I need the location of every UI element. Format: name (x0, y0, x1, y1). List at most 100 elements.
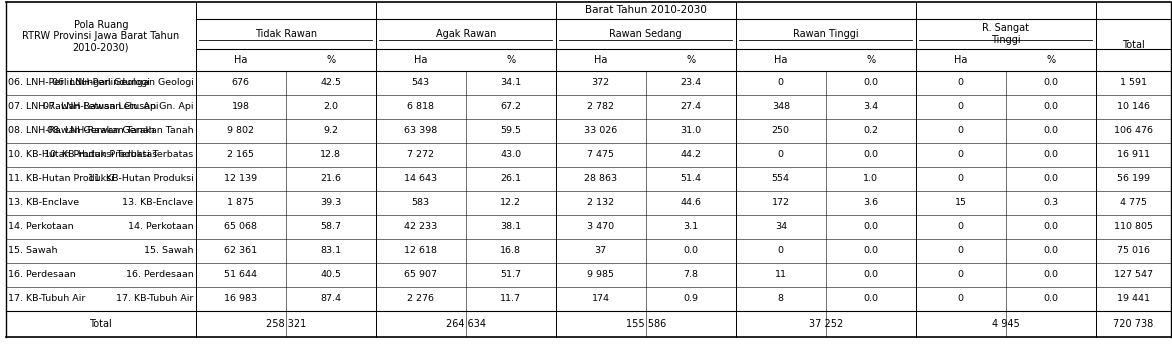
Text: 16. Perdesaan: 16. Perdesaan (8, 270, 76, 279)
Text: 65 907: 65 907 (404, 270, 437, 279)
Text: 39.3: 39.3 (320, 198, 341, 207)
Text: 08. LNH-Rawan Gerakan Tanah: 08. LNH-Rawan Gerakan Tanah (8, 126, 155, 135)
Text: %: % (687, 55, 695, 65)
Text: Total: Total (89, 319, 113, 329)
Text: 0.0: 0.0 (683, 246, 699, 255)
Text: 0.0: 0.0 (1043, 270, 1058, 279)
Text: 0.0: 0.0 (1043, 174, 1058, 183)
Text: 2 276: 2 276 (407, 294, 435, 303)
Text: 19 441: 19 441 (1117, 294, 1150, 303)
Text: %: % (506, 55, 516, 65)
Text: 0.2: 0.2 (864, 126, 878, 135)
Text: 720 738: 720 738 (1113, 319, 1153, 329)
Text: 0.0: 0.0 (864, 270, 878, 279)
Text: 51 644: 51 644 (224, 270, 257, 279)
Text: 0: 0 (778, 78, 784, 87)
Text: 0.3: 0.3 (1043, 198, 1058, 207)
Text: Ha: Ha (594, 55, 607, 65)
Text: 11: 11 (775, 270, 786, 279)
Text: 3 470: 3 470 (587, 222, 614, 231)
Text: 0: 0 (778, 246, 784, 255)
Text: 34.1: 34.1 (500, 78, 522, 87)
Text: 372: 372 (592, 78, 609, 87)
Text: 14. Perkotaan: 14. Perkotaan (8, 222, 74, 231)
Text: 0: 0 (958, 126, 963, 135)
Text: 258 321: 258 321 (266, 319, 306, 329)
Text: 14. Perkotaan: 14. Perkotaan (128, 222, 193, 231)
Text: 264 634: 264 634 (445, 319, 485, 329)
Text: 16 983: 16 983 (224, 294, 258, 303)
Text: 7 475: 7 475 (587, 150, 614, 159)
Text: 7.8: 7.8 (683, 270, 699, 279)
Text: 44.6: 44.6 (680, 198, 701, 207)
Text: 83.1: 83.1 (320, 246, 341, 255)
Text: 155 586: 155 586 (626, 319, 666, 329)
Text: 0.0: 0.0 (1043, 150, 1058, 159)
Text: 0.0: 0.0 (1043, 222, 1058, 231)
Text: 106 476: 106 476 (1113, 126, 1153, 135)
Text: 348: 348 (771, 102, 790, 111)
Text: 38.1: 38.1 (500, 222, 522, 231)
Text: 12 139: 12 139 (224, 174, 258, 183)
Text: 16.8: 16.8 (500, 246, 522, 255)
Text: 34: 34 (775, 222, 786, 231)
Text: Rawan Sedang: Rawan Sedang (609, 29, 682, 39)
Text: R. Sangat
Tinggi: R. Sangat Tinggi (982, 23, 1029, 45)
Text: 0.0: 0.0 (864, 246, 878, 255)
Text: 67.2: 67.2 (500, 102, 522, 111)
Text: 554: 554 (772, 174, 790, 183)
Text: 8: 8 (778, 294, 784, 303)
Text: 4 945: 4 945 (992, 319, 1020, 329)
Text: 0: 0 (958, 102, 963, 111)
Text: 0: 0 (958, 222, 963, 231)
Text: 127 547: 127 547 (1113, 270, 1153, 279)
Text: Ha: Ha (414, 55, 428, 65)
Text: 13. KB-Enclave: 13. KB-Enclave (122, 198, 193, 207)
Text: 56 199: 56 199 (1117, 174, 1150, 183)
Text: 16 911: 16 911 (1117, 150, 1150, 159)
Text: 0.0: 0.0 (864, 78, 878, 87)
Text: 583: 583 (411, 198, 430, 207)
Text: 1 875: 1 875 (227, 198, 254, 207)
Text: 676: 676 (232, 78, 250, 87)
Text: 17. KB-Tubuh Air: 17. KB-Tubuh Air (116, 294, 193, 303)
Text: 4 775: 4 775 (1119, 198, 1147, 207)
Text: 42.5: 42.5 (320, 78, 341, 87)
Text: 2 782: 2 782 (587, 102, 614, 111)
Text: 27.4: 27.4 (680, 102, 701, 111)
Text: 11. KB-Hutan Produksi: 11. KB-Hutan Produksi (8, 174, 114, 183)
Text: %: % (866, 55, 875, 65)
Text: Agak Rawan: Agak Rawan (436, 29, 496, 39)
Text: 13. KB-Enclave: 13. KB-Enclave (8, 198, 80, 207)
Text: Rawan Tinggi: Rawan Tinggi (793, 29, 859, 39)
Text: Total: Total (1122, 40, 1145, 50)
Text: 33 026: 33 026 (584, 126, 618, 135)
Text: 0.0: 0.0 (1043, 78, 1058, 87)
Text: 15. Sawah: 15. Sawah (144, 246, 193, 255)
Text: 12 618: 12 618 (404, 246, 437, 255)
Text: 11. KB-Hutan Produksi: 11. KB-Hutan Produksi (88, 174, 193, 183)
Text: Ha: Ha (234, 55, 247, 65)
Text: 51.4: 51.4 (680, 174, 701, 183)
Text: 58.7: 58.7 (320, 222, 341, 231)
Text: 110 805: 110 805 (1113, 222, 1153, 231)
Text: 9 802: 9 802 (227, 126, 254, 135)
Text: 3.4: 3.4 (864, 102, 878, 111)
Text: 10. KB-Hutan Produksi Terbatas: 10. KB-Hutan Produksi Terbatas (8, 150, 157, 159)
Text: 26.1: 26.1 (500, 174, 522, 183)
Text: 1.0: 1.0 (864, 174, 878, 183)
Text: 0: 0 (958, 294, 963, 303)
Text: 2.0: 2.0 (323, 102, 339, 111)
Text: 10. KB-Hutan Produksi Terbatas: 10. KB-Hutan Produksi Terbatas (45, 150, 193, 159)
Text: 06. LNH-Perlindungan Geologi: 06. LNH-Perlindungan Geologi (8, 78, 150, 87)
Text: 37: 37 (594, 246, 607, 255)
Text: 2 132: 2 132 (587, 198, 614, 207)
Text: 0.0: 0.0 (1043, 102, 1058, 111)
Text: 15: 15 (955, 198, 967, 207)
Text: 12.2: 12.2 (500, 198, 522, 207)
Text: Pola Ruang
RTRW Provinsi Jawa Barat Tahun
2010-2030): Pola Ruang RTRW Provinsi Jawa Barat Tahu… (22, 20, 179, 53)
Text: 44.2: 44.2 (680, 150, 701, 159)
Text: 17. KB-Tubuh Air: 17. KB-Tubuh Air (8, 294, 86, 303)
Text: 3.1: 3.1 (683, 222, 699, 231)
Text: 23.4: 23.4 (680, 78, 701, 87)
